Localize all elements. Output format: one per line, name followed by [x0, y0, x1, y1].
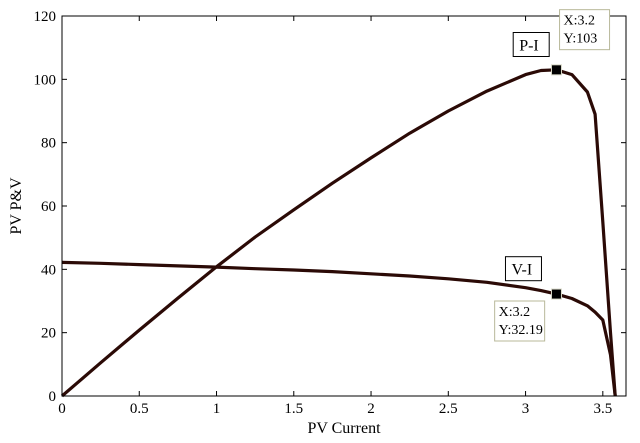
series-line-v-i — [61, 260, 617, 397]
curve-label-box — [504, 256, 542, 282]
y-tick-label: 60 — [41, 199, 56, 215]
datatip-text: Y:32.19 — [499, 323, 543, 338]
datatip-marker — [550, 64, 562, 76]
curve-label-text: V-I — [511, 262, 532, 279]
y-tick-label: 120 — [34, 9, 57, 25]
x-tick-label: 0.5 — [130, 401, 149, 417]
curves — [60, 68, 617, 398]
x-tick-label: 1 — [213, 401, 221, 417]
x-tick-label: 3.5 — [593, 401, 612, 417]
datatip-text: Y:103 — [564, 32, 598, 47]
y-axis-label: PV P&V — [8, 177, 25, 235]
x-tick-label: 2 — [367, 401, 375, 417]
curve-label: P-I — [512, 32, 550, 57]
datatip: X:3.2 Y:103 — [550, 9, 611, 76]
y-tick-label: 100 — [34, 72, 57, 88]
datatip: X:3.2 Y:32.19 — [494, 288, 562, 342]
curve-label-box — [512, 32, 550, 57]
y-tick-label: 80 — [41, 136, 56, 152]
datatip-box — [494, 300, 546, 342]
datatip-marker — [550, 288, 562, 300]
curve-label: V-I — [504, 256, 542, 282]
curve-label-text: P-I — [519, 38, 539, 55]
datatip-text: X:3.2 — [564, 14, 596, 29]
datatip-text: X:3.2 — [499, 305, 531, 320]
x-tick-label: 1.5 — [284, 401, 303, 417]
y-tick-label: 40 — [41, 262, 56, 278]
axes: 0 0.5 1 1.5 2 2.5 3 3.5 0 20 40 60 80 100 120 — [34, 9, 626, 417]
x-tick-label: 0 — [58, 401, 66, 417]
x-tick-label: 2.5 — [439, 401, 458, 417]
annotations: P-I V-I X:3.2 Y:103 X:3.2 Y:32.19 — [494, 9, 611, 342]
x-tick-label: 3 — [522, 401, 530, 417]
x-axis-label: PV Current — [307, 420, 381, 437]
datatip-box — [559, 9, 611, 51]
y-tick-label: 0 — [49, 389, 57, 405]
y-tick-label: 20 — [41, 326, 56, 342]
series-line-p-i — [60, 68, 617, 398]
